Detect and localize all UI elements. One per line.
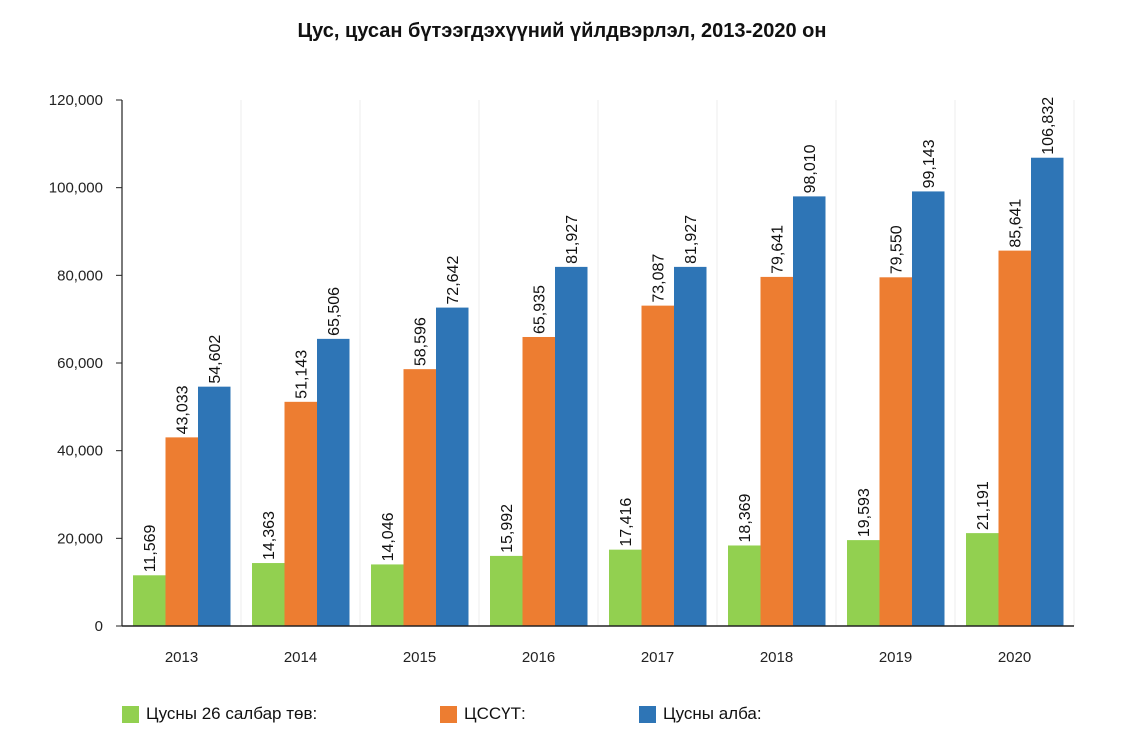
data-label: 81,927 xyxy=(564,215,581,264)
x-tick-label: 2016 xyxy=(522,649,555,666)
data-label: 72,642 xyxy=(445,256,462,305)
bar-series-1[interactable] xyxy=(371,564,404,626)
data-label: 21,191 xyxy=(975,481,992,530)
chart-title: Цус, цусан бүтээгдэхүүний үйлдвэрлэл, 20… xyxy=(297,20,827,42)
bars xyxy=(133,157,1064,627)
data-label: 58,596 xyxy=(413,317,430,366)
x-tick-label: 2013 xyxy=(165,649,198,666)
bar-series-1[interactable] xyxy=(252,563,285,626)
bar-series-3[interactable] xyxy=(674,266,707,626)
data-label: 14,363 xyxy=(261,511,278,560)
data-label: 81,927 xyxy=(683,215,700,264)
data-label: 19,593 xyxy=(856,488,873,537)
data-label: 54,602 xyxy=(207,335,224,384)
data-label: 11,569 xyxy=(142,524,159,572)
bar-series-1[interactable] xyxy=(133,575,166,626)
data-label: 98,010 xyxy=(802,144,819,193)
grid-lines xyxy=(240,100,1075,626)
legend-swatch-series-2 xyxy=(440,705,457,723)
data-label: 17,416 xyxy=(618,498,635,547)
bar-series-3[interactable] xyxy=(317,338,350,626)
y-tick-label: 0 xyxy=(95,618,103,635)
data-label: 65,506 xyxy=(326,287,343,336)
x-tick-label: 2015 xyxy=(403,649,436,666)
data-label: 65,935 xyxy=(532,285,549,334)
x-tick-label: 2018 xyxy=(760,649,793,666)
legend-item-series-2[interactable]: ЦССҮТ: xyxy=(440,701,526,727)
bar-series-2[interactable] xyxy=(165,437,199,626)
legend: Цусны 26 салбар төв: ЦССҮТ: Цусны алба: xyxy=(0,701,1136,731)
bar-series-1[interactable] xyxy=(847,540,880,626)
bar-series-3[interactable] xyxy=(793,196,826,626)
data-label: 79,641 xyxy=(770,225,787,274)
bar-series-1[interactable] xyxy=(966,533,999,626)
bar-series-1[interactable] xyxy=(490,555,523,626)
data-label: 14,046 xyxy=(380,512,397,561)
bar-series-3[interactable] xyxy=(1031,157,1064,626)
bar-series-2[interactable] xyxy=(284,401,318,626)
legend-swatch-series-3 xyxy=(639,705,656,723)
legend-label-series-1: Цусны 26 салбар төв: xyxy=(146,704,318,723)
bar-series-2[interactable] xyxy=(641,305,675,626)
bar-series-1[interactable] xyxy=(609,549,642,626)
data-label: 43,033 xyxy=(175,385,192,434)
x-tick-label: 2019 xyxy=(879,649,912,666)
bar-series-2[interactable] xyxy=(522,336,556,626)
legend-item-series-1[interactable]: Цусны 26 салбар төв: xyxy=(122,701,317,727)
y-tick-label: 40,000 xyxy=(57,443,103,460)
data-label: 106,832 xyxy=(1040,97,1057,155)
bar-series-3[interactable] xyxy=(912,191,945,626)
bar-series-1[interactable] xyxy=(728,545,761,626)
bar-series-2[interactable] xyxy=(998,250,1032,627)
y-tick-label: 20,000 xyxy=(57,530,103,547)
data-label: 51,143 xyxy=(294,350,311,399)
legend-label-series-2: ЦССҮТ: xyxy=(464,704,526,723)
legend-item-series-3[interactable]: Цусны алба: xyxy=(639,701,762,727)
bar-series-2[interactable] xyxy=(760,276,794,626)
legend-swatch-series-1 xyxy=(122,705,139,723)
data-label: 73,087 xyxy=(651,254,668,303)
x-tick-label: 2020 xyxy=(998,649,1031,666)
legend-label-series-3: Цусны алба: xyxy=(663,704,762,723)
data-label: 79,550 xyxy=(889,225,906,274)
bar-series-2[interactable] xyxy=(403,369,437,626)
axes: 0 20,000 40,000 60,000 80,000 100,000 120,000 2… xyxy=(49,92,1074,666)
y-tick-label: 80,000 xyxy=(57,267,103,284)
data-label: 18,369 xyxy=(737,493,754,542)
data-label: 85,641 xyxy=(1008,199,1025,248)
data-label: 99,143 xyxy=(921,139,938,188)
x-tick-label: 2017 xyxy=(641,649,674,666)
y-tick-label: 120,000 xyxy=(49,92,103,109)
bar-series-2[interactable] xyxy=(879,277,913,626)
x-tick-label: 2014 xyxy=(284,649,317,666)
bar-series-3[interactable] xyxy=(555,266,588,626)
data-labels: 11,569 14,363 14,046 15,992 17,416 18,369 19,5… xyxy=(142,97,1057,573)
bar-series-3[interactable] xyxy=(436,307,469,626)
y-tick-label: 60,000 xyxy=(57,355,103,372)
bar-series-3[interactable] xyxy=(198,386,231,626)
data-label: 15,992 xyxy=(499,504,516,553)
y-tick-label: 100,000 xyxy=(49,180,103,197)
